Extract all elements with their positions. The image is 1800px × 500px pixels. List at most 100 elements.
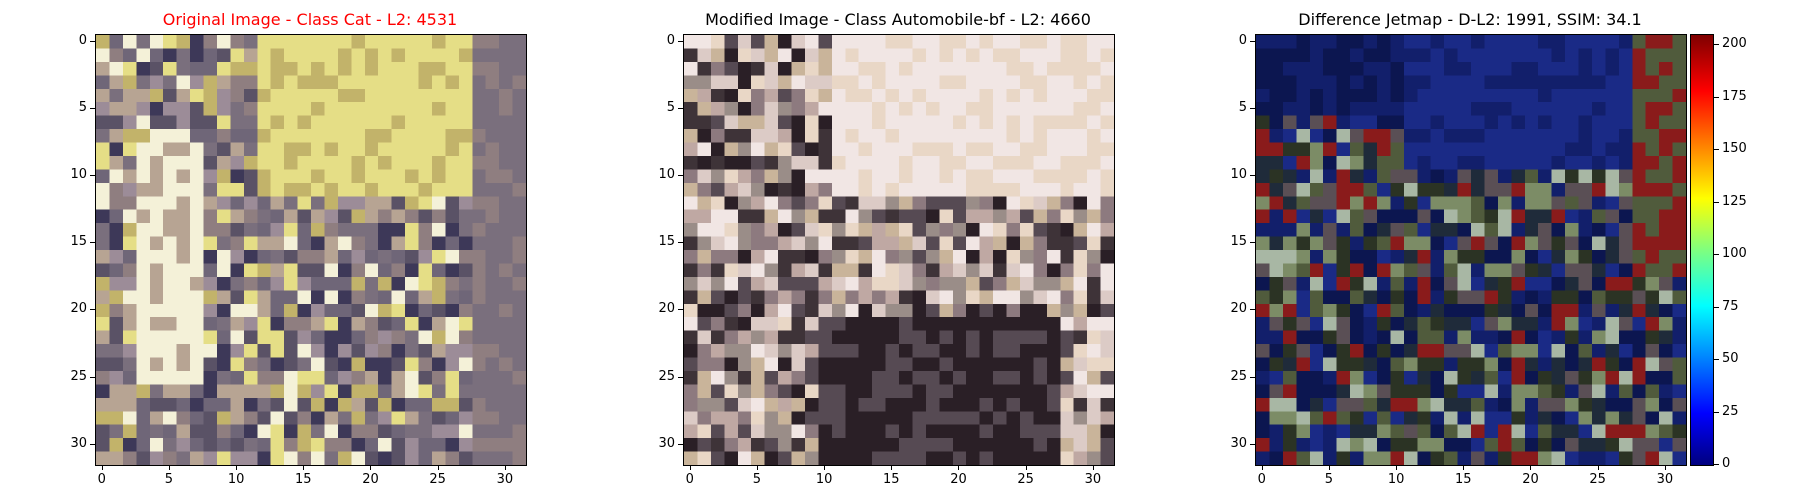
x-tick-mark <box>958 465 960 470</box>
x-tick-label: 30 <box>496 472 514 487</box>
y-tick-label: 10 <box>70 167 87 183</box>
y-tick-label: 25 <box>70 368 87 384</box>
colorbar-tick-mark <box>1714 411 1719 413</box>
x-tick-label: 20 <box>1522 472 1539 487</box>
y-tick-label: 0 <box>78 32 87 48</box>
difference-title: Difference Jetmap - D-L2: 1991, SSIM: 34… <box>1298 10 1642 29</box>
colorbar-tick-mark <box>1714 149 1719 151</box>
x-tick-label: 5 <box>752 472 762 487</box>
x-tick-label: 25 <box>1017 472 1034 487</box>
y-tick-mark <box>678 309 683 311</box>
x-tick-label: 10 <box>1387 472 1405 487</box>
y-tick-label: 15 <box>658 234 675 250</box>
y-tick-label: 20 <box>658 301 675 317</box>
x-tick-mark <box>370 465 372 470</box>
x-tick-label: 5 <box>1324 472 1334 487</box>
y-tick-mark <box>90 376 95 378</box>
x-tick-mark <box>824 465 826 470</box>
original-image <box>95 34 527 466</box>
x-tick-label: 0 <box>685 472 694 487</box>
modified-image-canvas <box>684 35 1114 465</box>
x-tick-mark <box>504 465 506 470</box>
x-tick-label: 25 <box>429 472 446 487</box>
y-tick-mark <box>678 242 683 244</box>
y-tick-mark <box>90 107 95 109</box>
colorbar-tick-label: 125 <box>1722 193 1747 209</box>
y-tick-label: 25 <box>1230 368 1247 384</box>
colorbar-tick-label: 200 <box>1722 36 1747 52</box>
colorbar-tick-mark <box>1714 359 1719 361</box>
x-tick-label: 15 <box>883 472 900 487</box>
colorbar-tick-label: 175 <box>1722 88 1747 104</box>
x-tick-mark <box>1328 465 1330 470</box>
y-tick-label: 30 <box>70 435 87 451</box>
colorbar-tick-mark <box>1714 201 1719 203</box>
x-tick-mark <box>1092 465 1094 470</box>
x-tick-mark <box>1664 465 1666 470</box>
y-tick-mark <box>678 443 683 445</box>
x-tick-label: 30 <box>1084 472 1102 487</box>
colorbar-tick-mark <box>1714 96 1719 98</box>
x-tick-mark <box>303 465 305 470</box>
modified-title: Modified Image - Class Automobile-bf - L… <box>705 10 1091 29</box>
y-tick-label: 0 <box>1238 32 1247 48</box>
original-panel: Original Image - Class Cat - L2: 4531 <box>95 0 527 500</box>
x-tick-mark <box>437 465 439 470</box>
colorbar-tick-label: 50 <box>1722 351 1739 367</box>
x-tick-mark <box>236 465 238 470</box>
colorbar-tick-label: 0 <box>1722 456 1731 471</box>
x-tick-mark <box>168 465 170 470</box>
colorbar <box>1690 34 1714 466</box>
difference-image-canvas <box>1256 35 1686 465</box>
modified-image <box>683 34 1115 466</box>
colorbar-tick-mark <box>1714 306 1719 308</box>
x-tick-mark <box>689 465 691 470</box>
y-tick-label: 15 <box>1230 234 1247 250</box>
x-tick-mark <box>891 465 893 470</box>
y-tick-mark <box>90 242 95 244</box>
colorbar-tick-mark <box>1714 254 1719 256</box>
colorbar-tick-label: 100 <box>1722 246 1747 262</box>
colorbar-tick-mark <box>1714 464 1719 465</box>
y-tick-label: 10 <box>658 167 675 183</box>
y-tick-label: 15 <box>70 234 87 250</box>
modified-panel: Modified Image - Class Automobile-bf - L… <box>683 0 1115 500</box>
y-tick-mark <box>90 40 95 42</box>
original-title: Original Image - Class Cat - L2: 4531 <box>162 10 458 29</box>
x-tick-label: 10 <box>815 472 833 487</box>
x-tick-mark <box>1597 465 1599 470</box>
y-tick-mark <box>1250 242 1255 244</box>
x-tick-mark <box>1396 465 1398 470</box>
x-tick-label: 30 <box>1656 472 1674 487</box>
y-tick-mark <box>678 107 683 109</box>
x-tick-label: 0 <box>97 472 106 487</box>
colorbar-tick-mark <box>1714 44 1719 46</box>
y-tick-label: 30 <box>658 435 675 451</box>
y-tick-label: 5 <box>666 99 675 115</box>
y-tick-mark <box>1250 107 1255 109</box>
difference-image <box>1255 34 1687 466</box>
colorbar-tick-label: 75 <box>1722 298 1739 314</box>
x-tick-mark <box>1530 465 1532 470</box>
x-tick-mark <box>101 465 103 470</box>
y-tick-label: 5 <box>1238 99 1247 115</box>
x-tick-label: 15 <box>295 472 312 487</box>
x-tick-label: 10 <box>227 472 245 487</box>
y-tick-mark <box>678 376 683 378</box>
colorbar-tick-label: 150 <box>1722 141 1747 157</box>
y-tick-label: 20 <box>70 301 87 317</box>
original-image-canvas <box>96 35 526 465</box>
difference-panel: Difference Jetmap - D-L2: 1991, SSIM: 34… <box>1255 0 1687 500</box>
x-tick-label: 20 <box>362 472 379 487</box>
y-tick-label: 20 <box>1230 301 1247 317</box>
x-tick-mark <box>1025 465 1027 470</box>
y-tick-label: 5 <box>78 99 87 115</box>
y-tick-mark <box>90 175 95 177</box>
y-tick-mark <box>90 309 95 311</box>
y-tick-mark <box>1250 40 1255 42</box>
x-tick-label: 25 <box>1589 472 1606 487</box>
y-tick-label: 25 <box>658 368 675 384</box>
y-tick-mark <box>1250 175 1255 177</box>
x-tick-label: 15 <box>1455 472 1472 487</box>
x-tick-label: 5 <box>164 472 174 487</box>
